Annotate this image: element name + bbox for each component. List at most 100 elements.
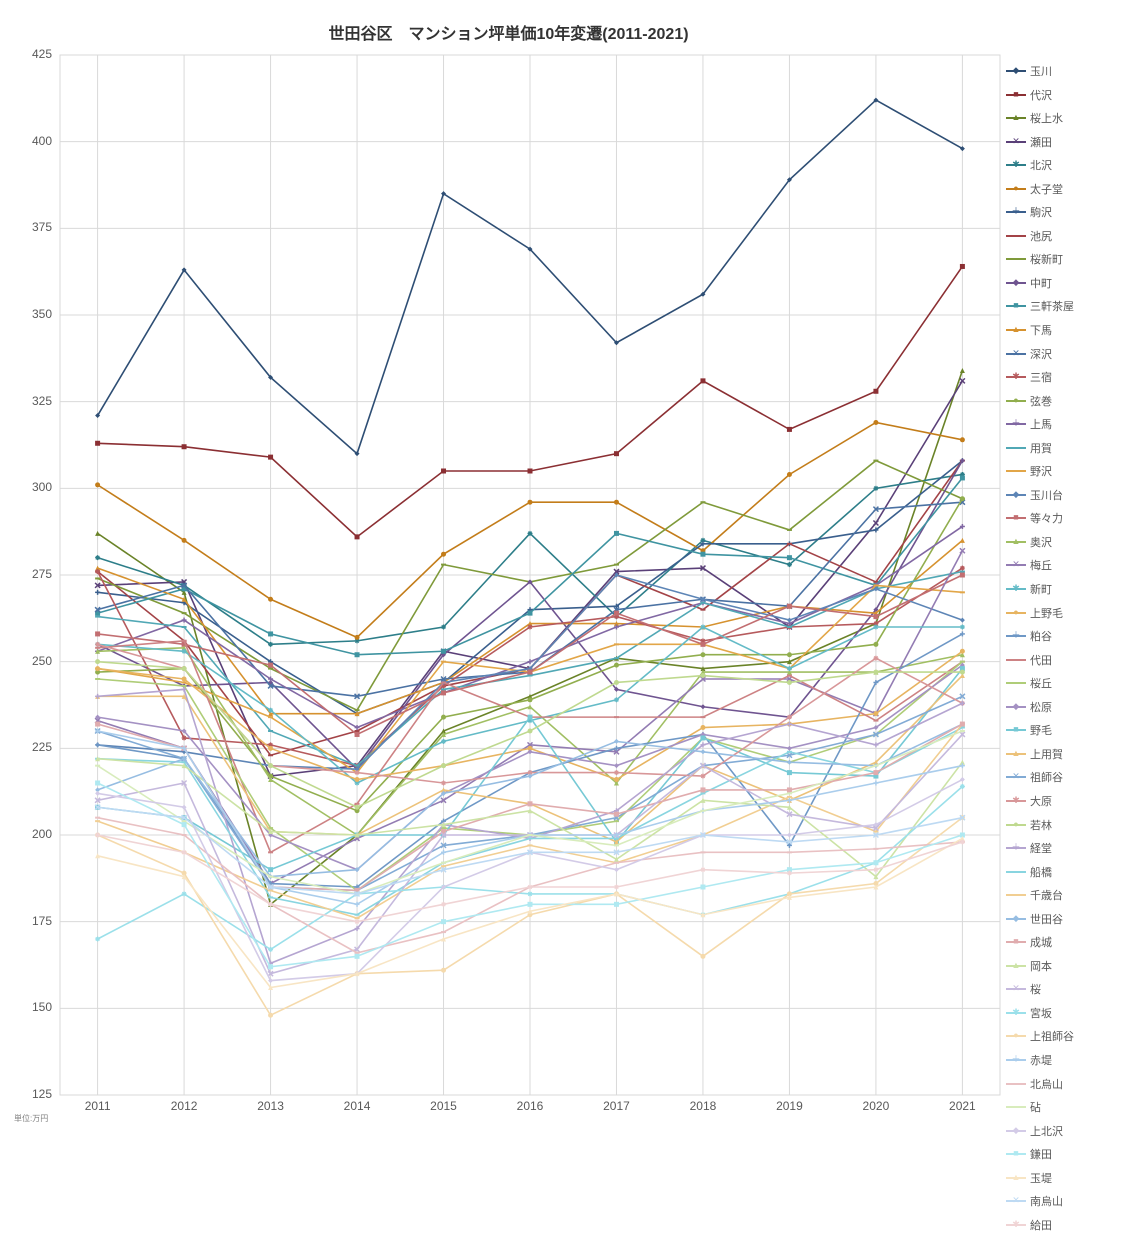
x-tick-label: 2015 — [430, 1099, 457, 1113]
legend-label: 用賀 — [1030, 440, 1052, 456]
legend-marker: ✕ — [1012, 984, 1020, 993]
legend-swatch: — — [1006, 470, 1026, 472]
y-tick-label: 400 — [10, 134, 52, 148]
y-tick-label: 150 — [10, 1000, 52, 1014]
legend-item: —池尻 — [1006, 228, 1074, 244]
legend-swatch: ▲ — [1006, 117, 1026, 119]
legend-marker: ■ — [1013, 513, 1018, 522]
legend-label: 南烏山 — [1030, 1193, 1063, 1209]
legend-swatch: — — [1006, 659, 1026, 661]
legend-swatch: — — [1006, 894, 1026, 896]
legend-label: 三宿 — [1030, 369, 1052, 385]
x-tick-label: 2021 — [949, 1099, 976, 1113]
legend-marker: — — [1012, 867, 1021, 876]
legend-label: 上野毛 — [1030, 605, 1063, 621]
legend-label: 梅丘 — [1030, 557, 1052, 573]
legend-swatch: ● — [1006, 824, 1026, 826]
legend-swatch: ✕ — [1006, 988, 1026, 990]
legend-marker: ▲ — [1012, 749, 1021, 758]
legend-label: 成城 — [1030, 934, 1052, 950]
legend-marker: ✕ — [1012, 349, 1020, 358]
legend-item: ■鎌田 — [1006, 1146, 1074, 1162]
legend-label: 千歳台 — [1030, 887, 1063, 903]
legend-label: 下馬 — [1030, 322, 1052, 338]
legend-label: 桜 — [1030, 981, 1041, 997]
legend-label: 経堂 — [1030, 840, 1052, 856]
legend-item: ▲上用賀 — [1006, 746, 1074, 762]
legend-marker: ＋ — [1011, 419, 1020, 428]
legend-swatch: ✕ — [1006, 564, 1026, 566]
legend-label: 代沢 — [1030, 87, 1052, 103]
legend-swatch: — — [1006, 447, 1026, 449]
legend-marker: ■ — [1013, 302, 1018, 311]
legend-label: 宮坂 — [1030, 1005, 1052, 1021]
legend-swatch: ◆ — [1006, 918, 1026, 920]
legend-item: —砧 — [1006, 1099, 1074, 1115]
legend-label: 玉堤 — [1030, 1170, 1052, 1186]
legend-swatch: — — [1006, 235, 1026, 237]
legend-item: ▲桜上水 — [1006, 110, 1074, 126]
legend-marker: ＋ — [1011, 631, 1020, 640]
legend-label: 駒沢 — [1030, 204, 1052, 220]
y-tick-label: 125 — [10, 1087, 52, 1101]
x-tick-label: 2019 — [776, 1099, 803, 1113]
legend-label: 給田 — [1030, 1217, 1052, 1233]
plot-area — [60, 55, 1000, 1095]
legend-label: 若林 — [1030, 817, 1052, 833]
legend-label: 上馬 — [1030, 416, 1052, 432]
legend-label: 桜丘 — [1030, 675, 1052, 691]
legend-marker: ◆ — [1013, 66, 1020, 75]
legend-label: 砧 — [1030, 1099, 1041, 1115]
legend-marker: ◆ — [1013, 1126, 1020, 1135]
legend-item: — 千歳台 — [1006, 887, 1074, 903]
legend-item: ■代沢 — [1006, 87, 1074, 103]
legend-item: ■野毛 — [1006, 722, 1074, 738]
legend-swatch: — — [1006, 1106, 1026, 1108]
legend-marker: — — [1012, 655, 1021, 664]
y-tick-label: 350 — [10, 307, 52, 321]
legend-marker: ▲ — [1012, 1173, 1021, 1182]
legend-label: 世田谷 — [1030, 911, 1063, 927]
legend-item: ✕深沢 — [1006, 346, 1074, 362]
legend-swatch: ● — [1006, 188, 1026, 190]
legend-item: ▲岡本 — [1006, 958, 1074, 974]
legend-label: 弦巻 — [1030, 393, 1052, 409]
y-tick-label: 275 — [10, 567, 52, 581]
legend-label: 大原 — [1030, 793, 1052, 809]
legend-marker: ▲ — [1012, 325, 1021, 334]
legend-swatch: ◆ — [1006, 70, 1026, 72]
legend-swatch: — — [1006, 258, 1026, 260]
legend-item: ✱宮坂 — [1006, 1005, 1074, 1021]
legend-item: —桜新町 — [1006, 251, 1074, 267]
legend-label: 玉川 — [1030, 63, 1052, 79]
legend-label: 瀬田 — [1030, 134, 1052, 150]
legend-item: — 用賀 — [1006, 440, 1074, 456]
chart-container: 世田谷区 マンション坪単価10年変遷(2011-2021) ◆玉川■代沢▲桜上水… — [10, 10, 1127, 1127]
legend-label: 中町 — [1030, 275, 1052, 291]
legend-item: ▲ 下馬 — [1006, 322, 1074, 338]
legend-marker: ✱ — [1012, 796, 1020, 805]
legend-marker: ■ — [1013, 725, 1018, 734]
legend-item: ●弦巻 — [1006, 393, 1074, 409]
legend-marker: ● — [1013, 184, 1018, 193]
x-tick-label: 2013 — [257, 1099, 284, 1113]
legend-item: ◆ 世田谷 — [1006, 911, 1074, 927]
legend-label: 松原 — [1030, 699, 1052, 715]
y-tick-label: 300 — [10, 480, 52, 494]
legend-item: —代田 — [1006, 652, 1074, 668]
legend-item: ＋粕谷 — [1006, 628, 1074, 644]
legend-swatch: ✱ — [1006, 164, 1026, 166]
legend-swatch: ▲ — [1006, 965, 1026, 967]
legend-swatch: ● — [1006, 1035, 1026, 1037]
legend-swatch: ▲ — [1006, 753, 1026, 755]
legend-swatch: ■ — [1006, 941, 1026, 943]
legend-swatch: ✱ — [1006, 376, 1026, 378]
legend-swatch: — — [1006, 1083, 1026, 1085]
legend-item: ◆ 玉川 — [1006, 63, 1074, 79]
x-tick-label: 2020 — [863, 1099, 890, 1113]
legend-item: ＋赤堤 — [1006, 1052, 1074, 1068]
legend-item: —野沢 — [1006, 463, 1074, 479]
y-tick-label: 425 — [10, 47, 52, 61]
legend-marker: — — [1012, 466, 1021, 475]
legend-marker: ◆ — [1013, 490, 1020, 499]
